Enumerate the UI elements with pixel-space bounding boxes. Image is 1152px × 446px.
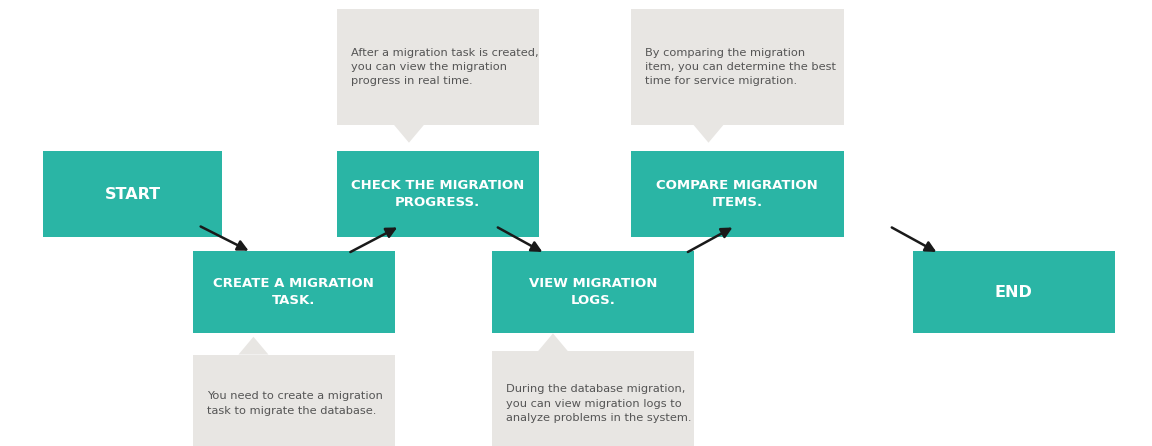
Text: By comparing the migration
item, you can determine the best
time for service mig: By comparing the migration item, you can…	[645, 48, 835, 86]
FancyBboxPatch shape	[44, 151, 221, 238]
FancyBboxPatch shape	[631, 9, 843, 125]
FancyBboxPatch shape	[336, 9, 538, 125]
Polygon shape	[238, 337, 268, 355]
Text: START: START	[105, 186, 160, 202]
FancyBboxPatch shape	[912, 251, 1114, 334]
Text: END: END	[995, 285, 1032, 300]
Text: After a migration task is created,
you can view the migration
progress in real t: After a migration task is created, you c…	[350, 48, 538, 86]
Text: CHECK THE MIGRATION
PROGRESS.: CHECK THE MIGRATION PROGRESS.	[351, 179, 524, 209]
Text: During the database migration,
you can view migration logs to
analyze problems i: During the database migration, you can v…	[506, 384, 692, 423]
FancyBboxPatch shape	[194, 251, 394, 334]
Polygon shape	[394, 125, 424, 143]
FancyBboxPatch shape	[194, 355, 394, 446]
Polygon shape	[694, 125, 723, 143]
Text: CREATE A MIGRATION
TASK.: CREATE A MIGRATION TASK.	[213, 277, 374, 307]
Text: COMPARE MIGRATION
ITEMS.: COMPARE MIGRATION ITEMS.	[657, 179, 818, 209]
FancyBboxPatch shape	[493, 251, 694, 334]
FancyBboxPatch shape	[336, 151, 538, 238]
Text: You need to create a migration
task to migrate the database.: You need to create a migration task to m…	[207, 392, 382, 416]
Polygon shape	[538, 334, 568, 351]
FancyBboxPatch shape	[631, 151, 843, 238]
FancyBboxPatch shape	[493, 351, 694, 446]
Text: VIEW MIGRATION
LOGS.: VIEW MIGRATION LOGS.	[529, 277, 658, 307]
